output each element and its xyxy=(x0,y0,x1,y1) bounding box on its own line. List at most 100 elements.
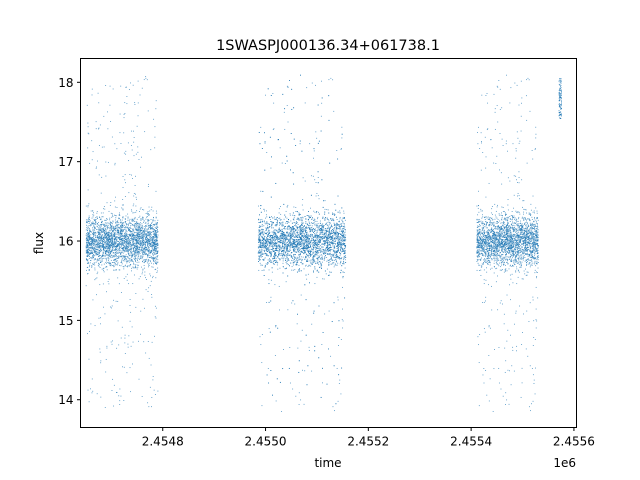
data-point xyxy=(269,240,271,242)
data-point xyxy=(122,226,124,228)
data-point xyxy=(152,254,154,256)
data-point xyxy=(103,229,105,230)
data-point xyxy=(156,257,158,259)
data-point xyxy=(106,232,108,234)
data-point xyxy=(141,266,142,268)
data-point xyxy=(297,233,299,235)
data-point xyxy=(108,253,110,255)
data-point xyxy=(141,223,143,225)
data-point xyxy=(290,233,292,235)
data-point xyxy=(127,224,129,226)
data-point xyxy=(87,147,89,149)
data-point xyxy=(301,217,302,219)
data-point xyxy=(115,222,117,224)
data-point xyxy=(280,240,282,242)
data-point xyxy=(127,249,129,250)
data-point xyxy=(148,266,150,268)
data-point xyxy=(131,243,133,245)
data-point xyxy=(106,291,107,293)
data-point xyxy=(93,234,94,236)
data-point xyxy=(93,229,95,231)
data-point xyxy=(329,261,331,263)
data-point xyxy=(87,239,89,241)
data-point xyxy=(116,264,118,266)
data-point xyxy=(142,217,144,219)
data-point xyxy=(85,229,87,231)
data-point xyxy=(128,253,130,255)
data-point xyxy=(134,104,136,105)
data-point xyxy=(108,239,110,241)
data-point xyxy=(124,237,126,239)
data-point xyxy=(121,230,123,231)
data-point xyxy=(155,259,157,261)
data-point xyxy=(140,207,142,209)
data-point xyxy=(92,242,94,244)
data-point xyxy=(99,247,101,249)
data-point xyxy=(104,236,106,238)
data-point xyxy=(279,267,281,269)
data-point xyxy=(130,234,132,236)
data-point xyxy=(111,242,113,244)
data-point xyxy=(102,242,104,244)
data-point xyxy=(154,269,156,271)
data-point xyxy=(105,253,107,255)
data-point xyxy=(323,231,325,233)
data-point xyxy=(146,242,148,244)
data-point xyxy=(115,237,117,239)
data-point xyxy=(313,238,314,240)
data-point xyxy=(139,245,141,247)
data-point xyxy=(153,235,154,237)
data-point xyxy=(125,254,127,256)
data-point xyxy=(101,220,103,222)
data-point xyxy=(146,258,148,260)
data-point xyxy=(110,341,112,343)
data-point xyxy=(150,364,152,366)
data-point xyxy=(126,96,128,97)
data-point xyxy=(153,241,155,243)
data-point xyxy=(114,241,116,243)
data-point xyxy=(114,250,116,251)
data-point xyxy=(152,234,154,235)
data-point xyxy=(300,245,302,247)
data-point xyxy=(118,241,120,243)
data-point xyxy=(138,239,139,241)
data-point xyxy=(130,240,132,242)
data-point xyxy=(133,203,135,205)
data-point xyxy=(150,227,152,229)
data-point xyxy=(155,217,157,219)
data-point xyxy=(99,225,101,227)
data-point xyxy=(128,227,130,229)
data-point xyxy=(86,224,87,226)
data-point xyxy=(100,242,101,243)
data-point xyxy=(103,239,105,241)
data-point xyxy=(142,227,144,229)
data-point xyxy=(319,254,321,256)
data-point xyxy=(128,229,130,231)
data-point xyxy=(288,243,290,245)
data-point xyxy=(264,245,266,247)
data-point xyxy=(125,246,127,248)
data-point xyxy=(134,218,136,220)
data-point xyxy=(97,259,99,261)
data-point xyxy=(93,242,95,244)
data-point xyxy=(106,254,108,256)
data-point xyxy=(137,228,139,230)
data-point xyxy=(89,256,90,257)
data-point xyxy=(144,229,146,231)
data-point xyxy=(283,243,285,245)
data-point xyxy=(137,232,139,234)
data-point xyxy=(344,239,346,241)
data-point xyxy=(285,228,287,230)
data-point xyxy=(107,227,109,229)
data-point xyxy=(132,248,134,249)
data-point xyxy=(311,243,313,245)
data-point xyxy=(138,228,140,230)
data-point xyxy=(90,237,92,239)
data-point xyxy=(119,232,120,234)
data-point xyxy=(278,285,280,287)
data-point xyxy=(297,235,299,237)
data-point xyxy=(315,223,317,225)
data-point xyxy=(91,223,93,225)
data-point xyxy=(105,230,107,232)
data-point xyxy=(105,255,107,256)
